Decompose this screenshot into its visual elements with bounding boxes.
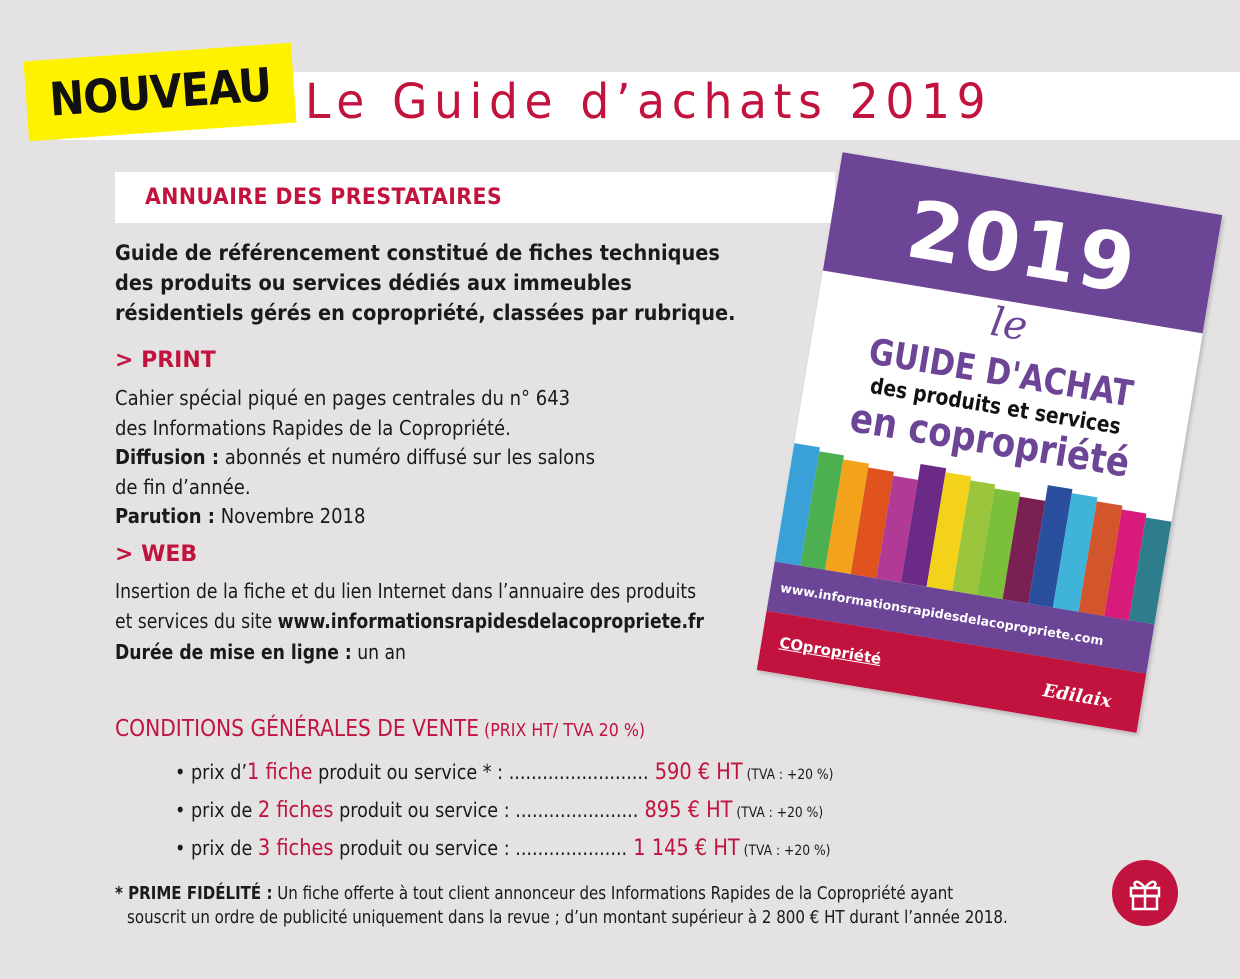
price-qty: 3 fiches — [257, 836, 334, 861]
duree-text: un an — [351, 640, 406, 664]
price-item: • prix d’1 fiche produit ou service * : … — [175, 760, 833, 785]
price-qty: 2 fiches — [257, 798, 334, 823]
intro-text: Guide de référencement constitué de fich… — [115, 241, 736, 325]
section-title: ANNUAIRE DES PRESTATAIRES — [145, 185, 503, 210]
parution-text: Novembre 2018 — [214, 504, 366, 528]
cgv-heading: CONDITIONS GÉNÉRALES DE VENTE (PRIX HT/ … — [115, 716, 645, 742]
diffusion-text: abonnés et numéro diffusé sur les salons — [219, 445, 595, 469]
section-bar — [115, 172, 835, 223]
price-pre: • prix de — [175, 836, 258, 860]
site-link[interactable]: www.informationsrapidesdelacopropriete.f… — [277, 608, 704, 633]
price-item: • prix de 3 fiches produit ou service : … — [175, 836, 830, 861]
diffusion-text: de fin d’année. — [115, 474, 251, 499]
print-heading: > PRINT — [115, 348, 216, 373]
web-heading: > WEB — [115, 542, 198, 567]
diffusion-label: Diffusion : — [115, 445, 220, 469]
prime-fidelite: * PRIME FIDÉLITÉ : Un fiche offerte à to… — [115, 882, 1008, 930]
price-tva: (TVA : +20 %) — [739, 843, 831, 859]
duree-label: Durée de mise en ligne : — [115, 640, 352, 664]
price-value: 590 € HT — [648, 760, 743, 785]
prime-label: * PRIME FIDÉLITÉ : — [115, 884, 273, 904]
print-body: Cahier spécial piqué en pages centrales … — [115, 384, 763, 532]
badge-text: NOUVEAU — [47, 57, 273, 127]
price-desc: produit ou service : ...................… — [333, 836, 628, 860]
prime-text: Un fiche offerte à tout client annonceur… — [272, 884, 954, 904]
price-value: 895 € HT — [638, 798, 733, 823]
parution-label: Parution : — [115, 504, 215, 528]
price-pre: • prix de — [175, 798, 258, 822]
page-title: Le Guide d’achats 2019 — [305, 74, 993, 130]
price-item: • prix de 2 fiches produit ou service : … — [175, 798, 823, 823]
prime-text: souscrit un ordre de publicité uniquemen… — [127, 908, 1008, 928]
price-desc: produit ou service * : .................… — [312, 760, 649, 784]
web-body: Insertion de la fiche et du lien Interne… — [115, 577, 734, 668]
guide-cover-image: 2019 le GUIDE D'ACHAT des produits et se… — [756, 152, 1223, 733]
print-line: Cahier spécial piqué en pages centrales … — [115, 386, 571, 410]
price-tva: (TVA : +20 %) — [742, 767, 834, 783]
web-line: et services du site — [115, 608, 278, 633]
print-line: des Informations Rapides de la Coproprié… — [115, 415, 511, 440]
price-pre: • prix d’ — [175, 760, 248, 784]
cgv-note: (PRIX HT/ TVA 20 %) — [479, 720, 646, 741]
price-value: 1 145 € HT — [627, 836, 740, 861]
web-line: Insertion de la fiche et du lien Interne… — [115, 579, 697, 603]
gift-icon — [1112, 860, 1178, 926]
price-qty: 1 fiche — [247, 760, 313, 785]
cgv-title: CONDITIONS GÉNÉRALES DE VENTE — [115, 716, 480, 742]
price-desc: produit ou service : ...................… — [333, 798, 639, 822]
price-tva: (TVA : +20 %) — [732, 805, 824, 821]
